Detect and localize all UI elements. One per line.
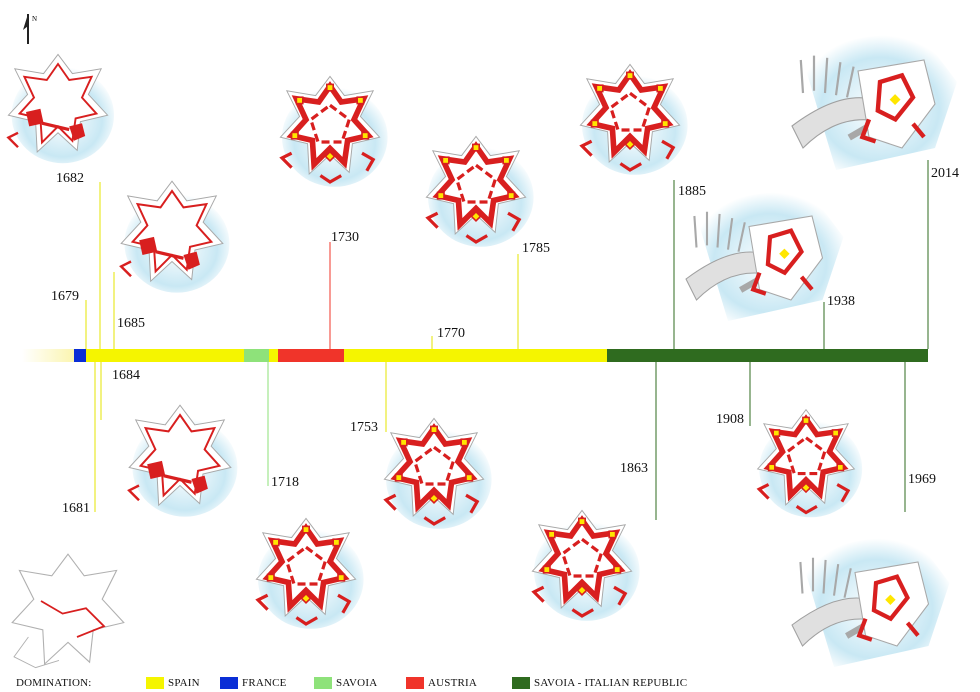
star-fort-plan-icon (256, 518, 363, 628)
star-fort-plan-icon (127, 403, 240, 519)
star-fort-plan-icon (758, 410, 863, 518)
year-label-1969: 1969 (908, 472, 936, 487)
star-fort-plan-icon (580, 64, 687, 174)
timeline-segment-spain (86, 349, 244, 362)
timeline-segment-spain (22, 349, 74, 362)
harbour-plan-icon (792, 538, 950, 667)
legend-title: DOMINATION: (16, 677, 92, 689)
star-fort-plan-icon (384, 418, 491, 528)
harbour-plan-icon (792, 35, 957, 170)
year-label-1938: 1938 (827, 294, 855, 309)
timeline-segment-france (74, 349, 86, 362)
year-label-1863: 1863 (620, 461, 648, 476)
legend-label-savoia-italian-republic: SAVOIA - ITALIAN REPUBLIC (534, 677, 688, 689)
harbour-plan-icon (686, 192, 844, 321)
year-label-1682: 1682 (56, 171, 84, 186)
north-label: N (32, 15, 37, 23)
year-label-1770: 1770 (437, 326, 465, 341)
legend-swatch-savoia-italian-republic (512, 677, 530, 689)
year-label-1684: 1684 (112, 368, 140, 383)
year-label-2014: 2014 (931, 166, 959, 181)
star-fort-plan-icon (6, 52, 116, 165)
star-fort-plan-icon (280, 76, 387, 186)
year-label-1753: 1753 (350, 420, 378, 435)
north-arrow-icon: N (23, 14, 37, 44)
timeline-segment-savoia (244, 349, 269, 362)
timeline-segment-spain (344, 349, 607, 362)
year-label-1681: 1681 (62, 501, 90, 516)
legend-swatch-austria (406, 677, 424, 689)
year-label-1730: 1730 (331, 230, 359, 245)
star-fort-plan-icon (11, 553, 125, 669)
legend-swatch-spain (146, 677, 164, 689)
timeline-segment-austria (278, 349, 344, 362)
legend-label-spain: SPAIN (168, 677, 200, 689)
timeline-segment-savoia-italian-republic (607, 349, 928, 362)
legend-label-savoia: SAVOIA (336, 677, 378, 689)
legend-label-austria: AUSTRIA (428, 677, 478, 689)
legend-swatch-france (220, 677, 238, 689)
year-label-1679: 1679 (51, 289, 79, 304)
year-label-1785: 1785 (522, 241, 550, 256)
year-label-1718: 1718 (271, 475, 299, 490)
year-label-1908: 1908 (716, 412, 744, 427)
star-fort-plan-icon (426, 136, 533, 246)
timeline-segment-spain (269, 349, 278, 362)
year-label-1685: 1685 (117, 316, 145, 331)
year-label-1885: 1885 (678, 184, 706, 199)
domination-timeline-bar (22, 349, 928, 362)
star-fort-plan-icon (119, 179, 232, 295)
legend-swatch-savoia (314, 677, 332, 689)
legend-label-france: FRANCE (242, 677, 287, 689)
timeline-connectors (85, 160, 929, 520)
star-fort-plan-icon (532, 510, 639, 620)
